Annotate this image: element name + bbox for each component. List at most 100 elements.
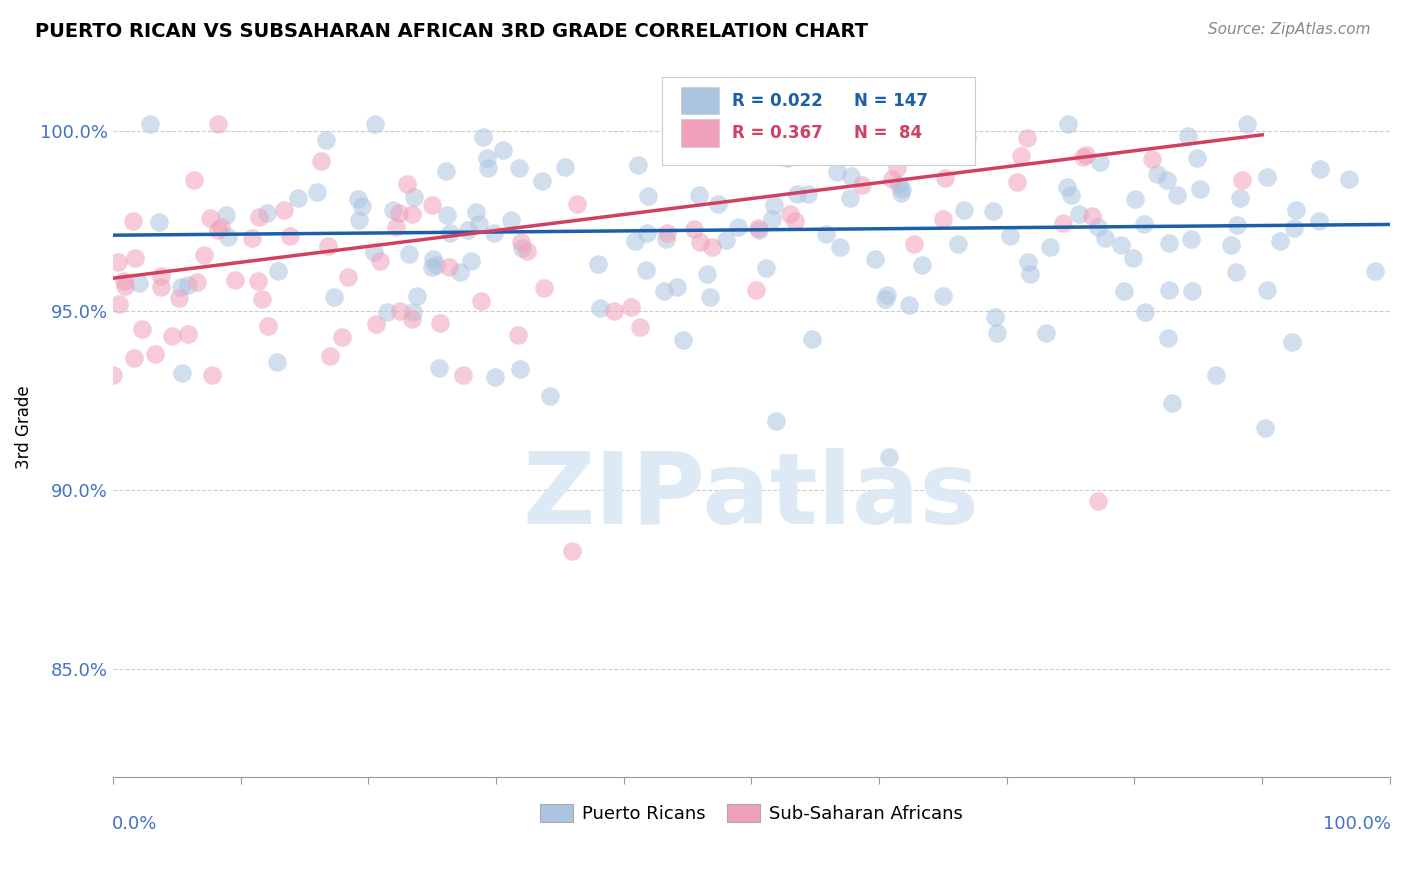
Point <box>273 202 295 217</box>
Point <box>439 260 461 274</box>
Point <box>139 117 162 131</box>
Point <box>322 290 344 304</box>
Point <box>1308 213 1330 227</box>
Point <box>1017 255 1039 269</box>
Point <box>170 280 193 294</box>
Point <box>755 261 778 276</box>
Point <box>818 149 841 163</box>
Point <box>727 220 749 235</box>
Point <box>589 301 612 315</box>
Point <box>1281 334 1303 349</box>
Point <box>1177 128 1199 143</box>
Point <box>1094 231 1116 245</box>
Point <box>1017 131 1039 145</box>
Point <box>1226 218 1249 232</box>
Point <box>1007 175 1029 189</box>
Point <box>1035 326 1057 341</box>
Point <box>1157 331 1180 345</box>
Point <box>932 212 955 227</box>
Point <box>530 174 553 188</box>
Point <box>148 215 170 229</box>
Point <box>934 171 956 186</box>
Legend: Puerto Ricans, Sub-Saharan Africans: Puerto Ricans, Sub-Saharan Africans <box>533 797 970 830</box>
Point <box>700 240 723 254</box>
Point <box>666 280 689 294</box>
Point <box>1088 155 1111 169</box>
Point <box>800 332 823 346</box>
Point <box>336 269 359 284</box>
Point <box>470 293 492 308</box>
Point <box>948 237 970 252</box>
Point <box>128 277 150 291</box>
Point <box>167 291 190 305</box>
Point <box>177 278 200 293</box>
Point <box>1230 173 1253 187</box>
Point <box>368 254 391 268</box>
Point <box>267 264 290 278</box>
Point <box>1229 191 1251 205</box>
Point <box>903 237 925 252</box>
Point <box>696 267 718 281</box>
Point <box>747 220 769 235</box>
Point <box>207 117 229 131</box>
Point <box>1146 167 1168 181</box>
Point <box>451 368 474 382</box>
Point <box>688 188 710 202</box>
Point <box>429 316 451 330</box>
Point <box>198 211 221 225</box>
Point <box>501 212 523 227</box>
Point <box>439 226 461 240</box>
Point <box>240 231 263 245</box>
Point <box>508 161 530 175</box>
Point <box>1039 240 1062 254</box>
Point <box>266 354 288 368</box>
Point <box>217 230 239 244</box>
Point <box>1074 147 1097 161</box>
Point <box>1284 220 1306 235</box>
Point <box>948 145 970 159</box>
Point <box>779 207 801 221</box>
Point <box>381 203 404 218</box>
Point <box>891 181 914 195</box>
Point <box>247 211 270 225</box>
Point <box>533 280 555 294</box>
Point <box>170 367 193 381</box>
Point <box>1339 172 1361 186</box>
Point <box>786 186 808 201</box>
Point <box>1285 203 1308 218</box>
Point <box>436 208 458 222</box>
Point <box>1010 149 1032 163</box>
Point <box>388 304 411 318</box>
Point <box>825 165 848 179</box>
Text: R = 0.022: R = 0.022 <box>733 92 823 110</box>
Point <box>1132 218 1154 232</box>
Text: ZIPatlas: ZIPatlas <box>523 449 980 545</box>
Point <box>714 233 737 247</box>
Point <box>1140 152 1163 166</box>
Point <box>1109 237 1132 252</box>
Point <box>561 543 583 558</box>
Point <box>449 265 471 279</box>
Point <box>364 317 387 331</box>
Point <box>1156 173 1178 187</box>
Point <box>330 329 353 343</box>
Point <box>420 260 443 274</box>
Point <box>683 222 706 236</box>
Point <box>427 360 450 375</box>
Point <box>956 131 979 145</box>
Point <box>689 235 711 250</box>
Point <box>783 214 806 228</box>
Point <box>1059 188 1081 202</box>
Point <box>510 241 533 255</box>
Point <box>1256 170 1278 185</box>
Point <box>636 226 658 240</box>
Point <box>879 450 901 465</box>
Point <box>160 329 183 343</box>
Point <box>316 239 339 253</box>
Point <box>839 191 862 205</box>
Point <box>1236 117 1258 131</box>
Point <box>150 268 173 283</box>
Point <box>981 203 1004 218</box>
Point <box>637 189 659 203</box>
Point <box>765 414 787 428</box>
